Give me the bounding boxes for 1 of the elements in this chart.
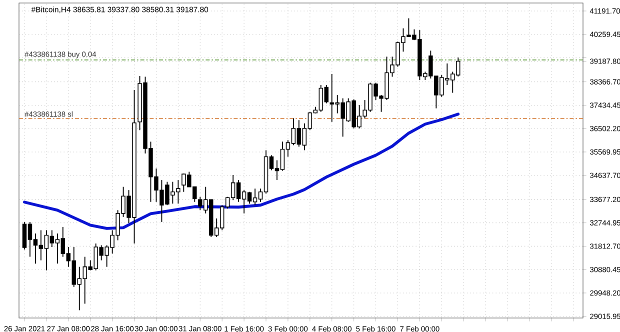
line-series bbox=[23, 112, 460, 230]
